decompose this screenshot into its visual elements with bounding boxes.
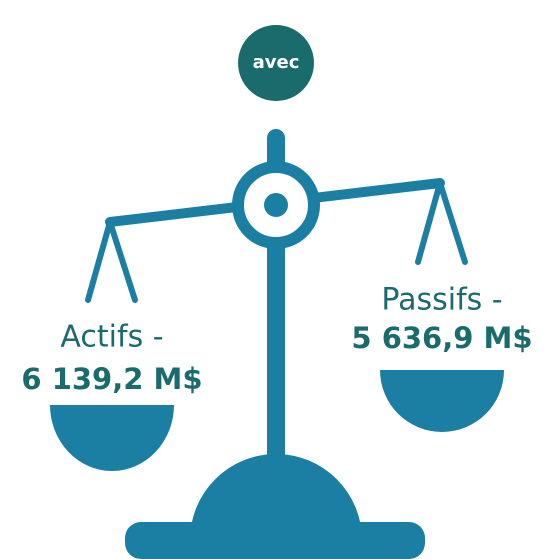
scale-infographic: avec Actifs - 6 139,2 M$ Passifs - 5 636… xyxy=(0,0,548,559)
badge-label: avec xyxy=(253,52,300,73)
right-amount: 5 636,9 M$ xyxy=(351,321,532,355)
left-amount: 6 139,2 M$ xyxy=(21,362,202,396)
left-strings xyxy=(88,222,135,300)
left-pan xyxy=(50,405,174,471)
base-bar xyxy=(125,522,425,559)
right-label: Passifs - xyxy=(381,283,502,318)
right-strings xyxy=(418,183,465,262)
right-pan xyxy=(380,370,504,432)
pivot-dot xyxy=(264,193,288,217)
left-label: Actifs - xyxy=(60,320,163,355)
